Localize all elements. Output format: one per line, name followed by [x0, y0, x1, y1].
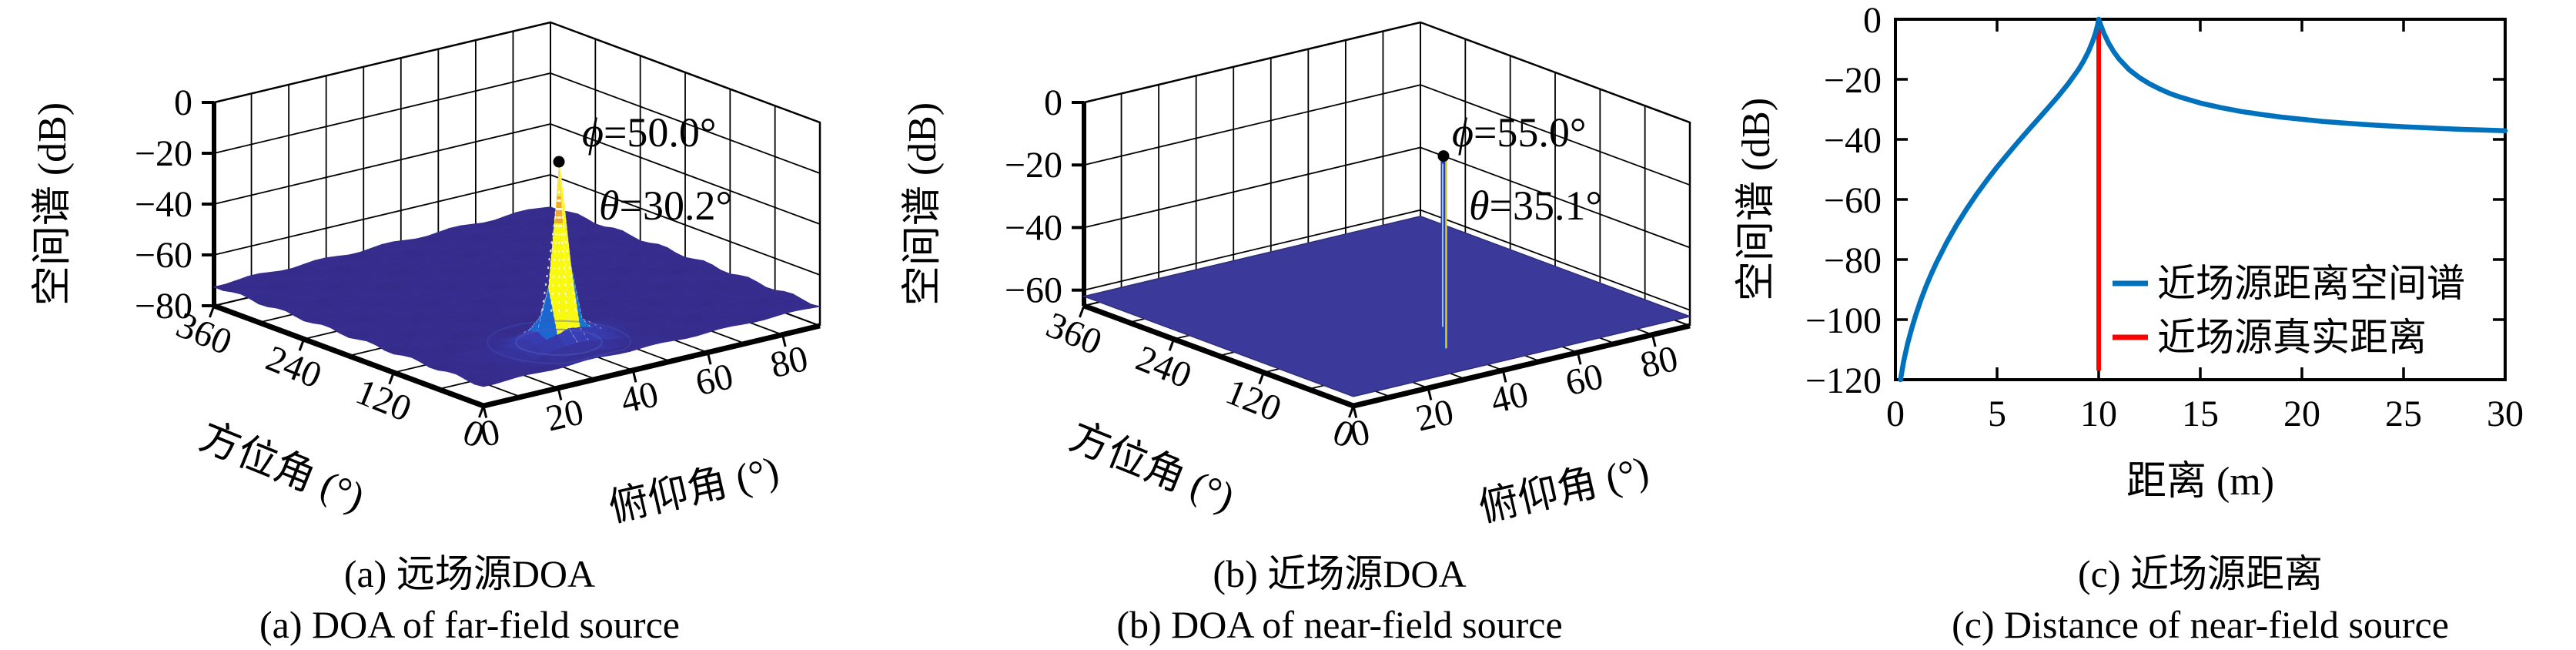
panel-c-2d-plot: 0 5 10 15 20 25 30 0 −20 −40 −60 −80 −100 −120 距离 (m) 空…	[1735, 0, 2524, 504]
x-tick-label: 0	[1886, 394, 1905, 434]
x-tick-label: 15	[2182, 394, 2219, 434]
caption-a-line1: (a) 远场源DOA	[343, 552, 596, 595]
x-tick-label: 25	[2385, 394, 2422, 434]
surface-b	[1082, 216, 1692, 397]
peak-annotation: ϕ=55.0°	[1452, 109, 1587, 156]
caption-a: (a) 远场源DOA (a) DOA of far-field source	[46, 548, 893, 650]
peak-annotation: θ=35.1°	[1469, 183, 1602, 229]
caption-c: (c) 近场源距离 (c) Distance of near-field sou…	[1815, 548, 2576, 650]
y-tick-label: −60	[1824, 180, 1882, 221]
z-tick-label: 0	[174, 82, 192, 123]
z-tick-label: −80	[135, 286, 192, 327]
peak-needle	[1437, 150, 1450, 350]
z-tick-label: −20	[1005, 145, 1062, 186]
sidelobe-ring	[486, 320, 632, 365]
x-tick-label: 40	[1487, 374, 1532, 421]
y-tick-label: 0	[1863, 0, 1882, 41]
caption-b-line2: (b) DOA of near-field source	[1116, 603, 1563, 646]
z-tick-label: −40	[1005, 207, 1062, 248]
z-tick-label: −40	[135, 184, 192, 225]
y-tick-label: −80	[1824, 240, 1882, 281]
x-tick-label: 20	[542, 391, 587, 439]
peak-annotation: θ=30.2°	[599, 183, 732, 229]
z-tick-label: 0	[1044, 82, 1062, 123]
legend-label-1: 近场源真实距离	[2157, 316, 2427, 359]
caption-c-line1: (c) 近场源距离	[2078, 552, 2323, 595]
x-tick-label: 60	[1562, 356, 1607, 404]
y-tick-label: −20	[1824, 60, 1882, 101]
surface-a	[212, 162, 821, 387]
y-tick-label: −120	[1805, 360, 1882, 401]
z-axis-label: 空间谱 (dB)	[31, 102, 75, 306]
z-tick-label: −60	[1005, 270, 1062, 311]
peak-needle	[541, 156, 577, 313]
y-tick-label: −40	[1824, 120, 1882, 161]
x-axis-label: 俯仰角 (°)	[1475, 449, 1654, 531]
x-tick-label: 20	[2283, 394, 2320, 434]
y-axis-label: 方位角 (°)	[193, 414, 370, 520]
z-tick-label: −20	[135, 133, 192, 174]
distance-spectrum-curve	[1898, 16, 2508, 383]
peak-annotation: ϕ=50.0°	[582, 109, 717, 156]
peak-marker-dot	[1437, 150, 1450, 162]
caption-b: (b) 近场源DOA (b) DOA of near-field source	[916, 548, 1763, 650]
z-tick-label: −60	[135, 235, 192, 276]
x-axis-label: 距离 (m)	[2126, 460, 2274, 504]
x-tick-label: 20	[1412, 391, 1457, 439]
x-tick-label: 5	[1988, 394, 2006, 434]
caption-a-line2: (a) DOA of far-field source	[259, 603, 680, 646]
x-tick-label: 10	[2080, 394, 2117, 434]
x-tick-label: 60	[692, 356, 738, 404]
x-axis-label: 俯仰角 (°)	[605, 449, 784, 531]
legend-label-0: 近场源距离空间谱	[2157, 262, 2465, 305]
x-tick-label: 30	[2487, 394, 2524, 434]
z-axis-label: 空间谱 (dB)	[901, 102, 945, 306]
sidelobe-ring	[515, 328, 604, 357]
caption-c-line2: (c) Distance of near-field source	[1952, 603, 2449, 646]
peak-marker-dot	[553, 156, 565, 168]
y-tick-label: −100	[1805, 300, 1882, 341]
x-tick-label: 40	[617, 374, 662, 421]
x-tick-label: 80	[767, 338, 812, 386]
x-tick-label: 80	[1637, 338, 1682, 386]
y-axis-label: 空间谱 (dB)	[1735, 98, 1778, 301]
y-axis-label: 方位角 (°)	[1063, 414, 1239, 520]
caption-b-line1: (b) 近场源DOA	[1213, 552, 1467, 595]
